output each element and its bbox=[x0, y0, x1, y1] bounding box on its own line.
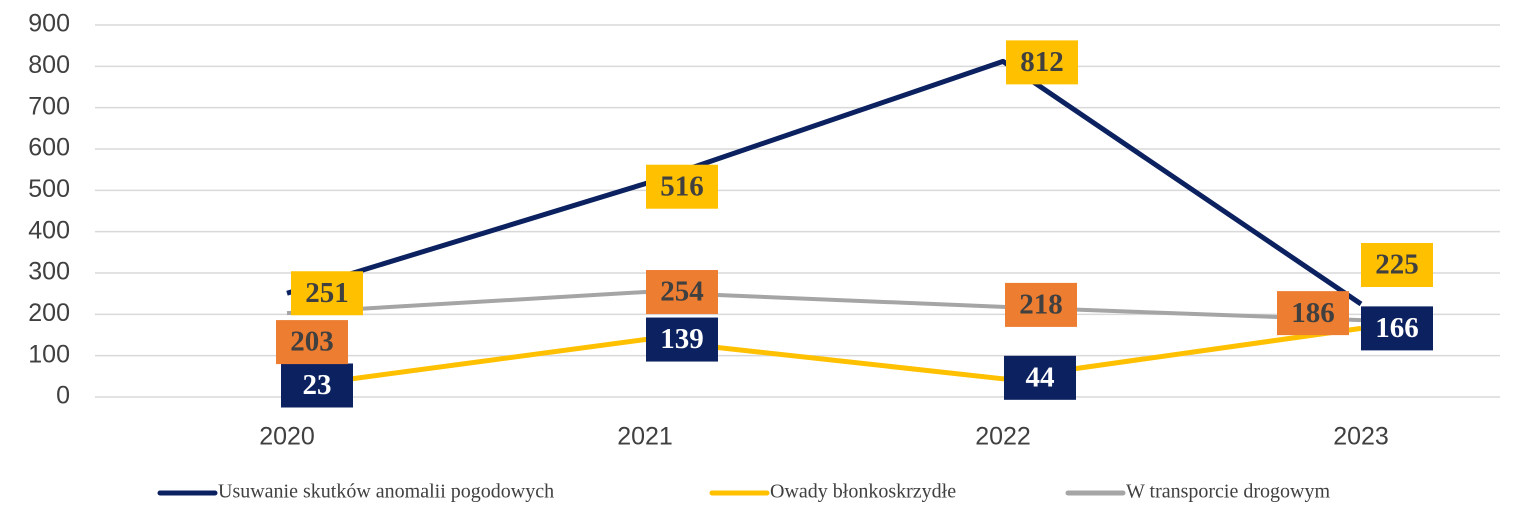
series-line bbox=[286, 58, 1363, 307]
data-label-box bbox=[1277, 291, 1349, 336]
y-tick-label: 200 bbox=[28, 299, 70, 327]
data-label: 139 bbox=[660, 323, 704, 355]
data-label: 225 bbox=[1375, 249, 1419, 281]
y-tick-label: 100 bbox=[28, 340, 70, 368]
data-label-box bbox=[1006, 40, 1078, 85]
legend-label: W transporcie drogowym bbox=[1126, 481, 1330, 503]
data-label: 218 bbox=[1019, 289, 1063, 321]
y-tick-label: 500 bbox=[28, 175, 70, 203]
data-label-box bbox=[646, 270, 718, 315]
data-label-box bbox=[281, 363, 353, 408]
data-label: 812 bbox=[1020, 46, 1064, 78]
y-tick-label: 600 bbox=[28, 134, 70, 162]
y-tick-label: 300 bbox=[28, 258, 70, 286]
data-label-box bbox=[646, 317, 718, 362]
data-label: 186 bbox=[1291, 297, 1335, 329]
data-label-box bbox=[1005, 282, 1077, 327]
y-tick-label: 0 bbox=[56, 382, 70, 410]
legend-label: Owady błonkoskrzydłe bbox=[770, 481, 956, 503]
data-label-box bbox=[276, 320, 348, 365]
x-tick-label: 2022 bbox=[975, 423, 1031, 451]
y-tick-label: 700 bbox=[28, 92, 70, 120]
y-tick-label: 800 bbox=[28, 51, 70, 79]
data-label: 44 bbox=[1026, 361, 1055, 393]
y-tick-label: 900 bbox=[28, 10, 70, 38]
x-tick-label: 2023 bbox=[1333, 423, 1389, 451]
data-label: 254 bbox=[660, 276, 704, 308]
data-label-box bbox=[1004, 355, 1076, 400]
data-label: 23 bbox=[303, 369, 332, 401]
x-tick-label: 2021 bbox=[617, 423, 673, 451]
series-line bbox=[286, 290, 1362, 323]
x-tick-label: 2020 bbox=[259, 423, 315, 451]
data-label-box bbox=[1361, 243, 1433, 287]
data-label-box bbox=[646, 164, 718, 209]
data-label-box bbox=[1361, 306, 1433, 351]
y-tick-label: 400 bbox=[28, 216, 70, 244]
data-label: 516 bbox=[660, 170, 704, 202]
data-label-box bbox=[291, 271, 363, 316]
series-line bbox=[286, 325, 1362, 390]
data-label: 166 bbox=[1375, 312, 1419, 344]
legend-label: Usuwanie skutków anomalii pogodowych bbox=[218, 481, 554, 503]
data-label: 251 bbox=[305, 277, 349, 309]
data-label: 203 bbox=[290, 326, 334, 358]
